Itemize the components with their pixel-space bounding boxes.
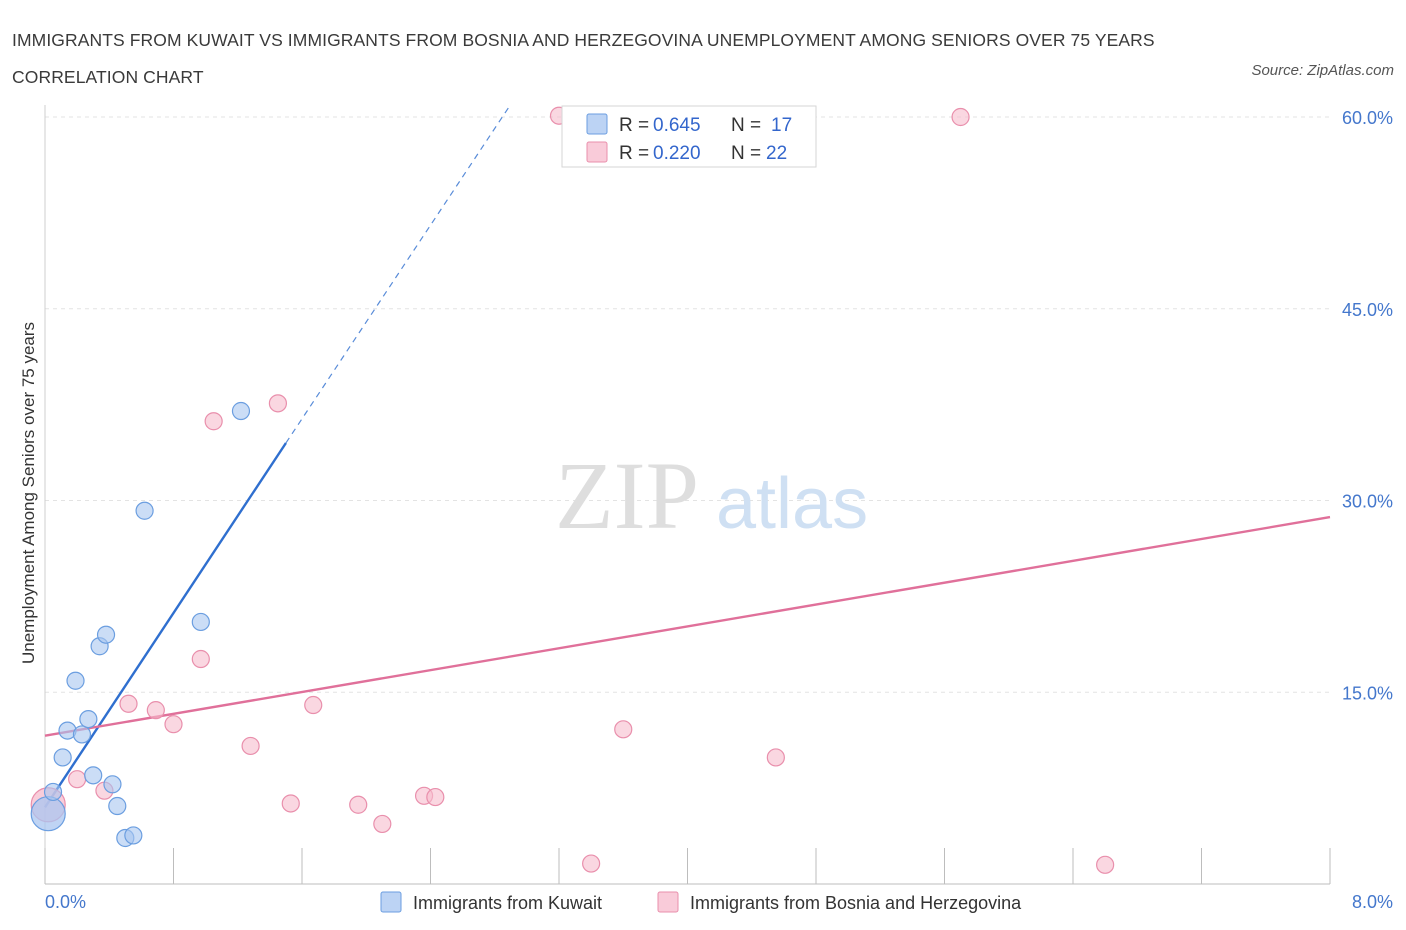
data-point-bosnia	[146, 701, 165, 720]
data-point-bosnia	[426, 787, 445, 807]
data-point-kuwait	[43, 782, 63, 802]
legend-label-kuwait: Immigrants from Kuwait	[413, 893, 602, 913]
chart-title: IMMIGRANTS FROM KUWAIT VS IMMIGRANTS FRO…	[12, 30, 1155, 87]
stats-r-value-kuwait: 0.645	[653, 115, 701, 136]
data-point-bosnia	[582, 854, 601, 873]
trend-line-kuwait	[43, 442, 287, 808]
data-point-bosnia	[191, 649, 210, 669]
stats-r-value-bosnia: 0.220	[653, 143, 701, 164]
axes: 15.0% 30.0% 45.0% 60.0% 0.0% 8.0%	[44, 105, 1393, 912]
x-tick-label-max: 8.0%	[1352, 892, 1393, 912]
y-axis-label: Unemployment Among Seniors over 75 years	[19, 322, 38, 664]
data-point-bosnia	[68, 770, 87, 789]
data-point-bosnia	[204, 412, 223, 431]
stats-n-label-bosnia: N =	[731, 143, 761, 164]
data-point-bosnia	[164, 715, 183, 734]
y-tick-label: 60.0%	[1342, 108, 1393, 128]
data-point-kuwait	[191, 612, 210, 632]
watermark-zip: ZIP	[555, 442, 699, 549]
data-point-kuwait	[231, 401, 251, 421]
x-tick-label-min: 0.0%	[45, 892, 86, 912]
stats-legend-swatch-bosnia	[586, 141, 608, 163]
data-point-kuwait	[66, 671, 85, 690]
y-tick-label: 15.0%	[1342, 683, 1393, 703]
legend-swatch-kuwait	[380, 891, 402, 913]
data-point-bosnia	[1096, 855, 1115, 874]
data-point-kuwait	[30, 796, 66, 832]
trend-line-extension	[285, 103, 512, 444]
watermark: ZIP atlas	[555, 442, 868, 549]
data-point-kuwait	[84, 766, 103, 785]
data-point-kuwait	[96, 625, 116, 644]
stats-r-label-bosnia: R =	[619, 143, 649, 164]
data-point-bosnia	[614, 720, 633, 739]
data-point-bosnia	[281, 794, 300, 813]
data-point-kuwait	[124, 826, 143, 845]
data-point-bosnia	[951, 107, 970, 127]
y-tick-label: 45.0%	[1342, 300, 1393, 320]
data-point-bosnia	[304, 695, 323, 715]
trend-line-bosnia	[44, 515, 1331, 737]
data-points	[30, 106, 1115, 874]
data-point-bosnia	[373, 814, 392, 834]
trend-lines	[43, 103, 1331, 808]
data-point-kuwait	[135, 501, 154, 520]
data-point-bosnia	[766, 748, 785, 767]
stats-n-value-bosnia: 22	[766, 143, 787, 164]
data-point-bosnia	[241, 736, 260, 756]
legend-swatch-bosnia	[657, 891, 679, 913]
data-point-kuwait	[108, 796, 127, 816]
stats-n-value-kuwait: 17	[771, 115, 792, 136]
data-point-kuwait	[79, 709, 98, 729]
data-point-kuwait	[53, 748, 72, 767]
data-point-kuwait	[103, 775, 122, 794]
data-point-bosnia	[349, 795, 368, 814]
y-tick-label: 30.0%	[1342, 492, 1393, 512]
stats-legend-swatch-kuwait	[586, 113, 608, 135]
legend-label-bosnia: Immigrants from Bosnia and Herzegovina	[690, 893, 1022, 913]
watermark-atlas: atlas	[716, 464, 868, 544]
data-point-bosnia	[268, 394, 288, 413]
stats-n-label-kuwait: N =	[731, 115, 761, 136]
data-point-bosnia	[119, 694, 138, 713]
source-label: Source: ZipAtlas.com	[1251, 62, 1394, 79]
series-legend: Immigrants from Kuwait Immigrants from B…	[380, 891, 1022, 913]
stats-legend: R = 0.645 N = 17 R = 0.220 N = 22	[561, 105, 817, 168]
stats-r-label-kuwait: R =	[619, 115, 649, 136]
data-point-kuwait	[72, 725, 92, 744]
